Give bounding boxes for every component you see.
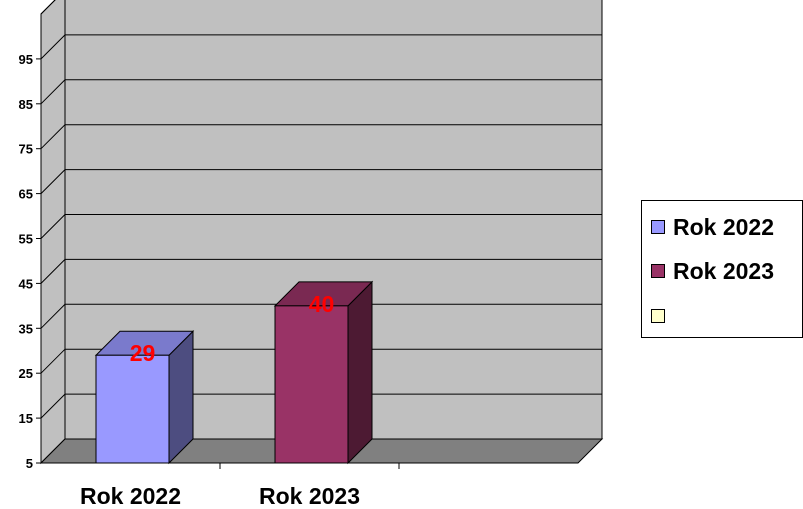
side-wall bbox=[40, 0, 66, 465]
legend: Rok 2022 Rok 2023 bbox=[641, 200, 803, 338]
gridline bbox=[40, 124, 602, 150]
bars bbox=[94, 280, 374, 465]
y-tick-label: 5 bbox=[26, 456, 33, 471]
legend-swatch-3 bbox=[651, 309, 665, 323]
y-tick-label: 65 bbox=[19, 187, 33, 202]
y-tick-label: 25 bbox=[19, 366, 33, 381]
x-category-label: Rok 2023 bbox=[259, 483, 360, 509]
gridline bbox=[40, 169, 602, 194]
gridline bbox=[40, 34, 602, 60]
gridline bbox=[40, 393, 602, 419]
data-labels: 29 40 bbox=[130, 291, 335, 366]
data-label: 40 bbox=[309, 291, 335, 317]
legend-swatch-1 bbox=[651, 220, 665, 234]
bar-front bbox=[95, 354, 170, 464]
legend-label-2: Rok 2023 bbox=[673, 257, 775, 284]
y-tick-label: 75 bbox=[19, 142, 33, 157]
gridline bbox=[40, 79, 602, 105]
gridline bbox=[40, 348, 602, 374]
legend-item-3 bbox=[651, 301, 673, 331]
gridline bbox=[40, 0, 56, 15]
y-tick-label: 95 bbox=[19, 52, 33, 67]
y-tick-label: 45 bbox=[19, 276, 33, 291]
x-axis-categories: Rok 2022 Rok 2023 bbox=[80, 463, 400, 509]
chart-walls bbox=[40, 0, 603, 465]
x-category-label: Rok 2022 bbox=[80, 483, 181, 509]
y-tick-label: 55 bbox=[19, 232, 33, 247]
legend-label-1: Rok 2022 bbox=[673, 213, 775, 240]
gridline bbox=[40, 303, 602, 329]
gridline bbox=[40, 258, 602, 284]
bar-rok-2023 bbox=[273, 280, 374, 465]
bar-rok-2022 bbox=[94, 330, 195, 465]
y-tick-label: 15 bbox=[19, 411, 33, 426]
data-label: 29 bbox=[130, 340, 156, 366]
legend-swatch-2 bbox=[651, 264, 665, 278]
y-axis-ticks: 5 15 25 35 45 55 65 75 85 95 bbox=[19, 52, 41, 471]
y-tick-label: 35 bbox=[19, 321, 33, 336]
gridline bbox=[40, 214, 602, 239]
bar-front bbox=[274, 305, 349, 464]
y-tick-label: 85 bbox=[19, 97, 33, 112]
legend-item-1: Rok 2022 bbox=[651, 212, 774, 242]
legend-item-2: Rok 2023 bbox=[651, 256, 774, 286]
bar-side bbox=[347, 280, 373, 465]
